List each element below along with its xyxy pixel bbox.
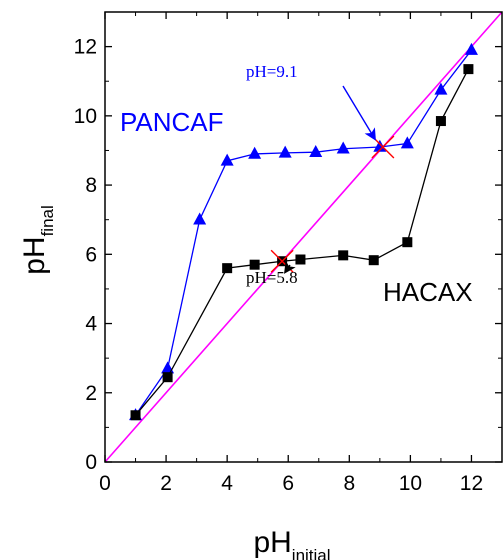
data-point-hacax-8 — [402, 237, 413, 248]
data-point-pancaf-1 — [161, 361, 175, 374]
data-point-hacax-5 — [295, 254, 306, 265]
annotation-ph-5-8: pH=5.8 — [246, 268, 298, 287]
x-axis-label-main: pH — [253, 526, 291, 559]
data-point-pancaf-6 — [309, 144, 323, 157]
y-axis-label-main: pH — [18, 236, 51, 274]
reference-line-y-equals-x — [104, 11, 503, 463]
x-tick-label-12: 12 — [460, 472, 483, 495]
x-tick-label-2: 2 — [160, 472, 172, 495]
series-line-pancaf — [135, 49, 472, 416]
y-tick-label-0: 0 — [85, 451, 97, 474]
data-point-pancaf-9 — [400, 136, 414, 149]
y-tick-label-6: 6 — [85, 243, 97, 266]
data-point-pancaf-2 — [193, 212, 207, 225]
data-point-pancaf-10 — [434, 82, 448, 95]
data-point-pancaf-4 — [248, 146, 262, 159]
data-point-pancaf-3 — [220, 153, 234, 166]
y-tick-label-8: 8 — [85, 174, 97, 197]
data-point-pancaf-11 — [464, 42, 478, 55]
data-point-hacax-9 — [435, 116, 446, 127]
y-tick-label-10: 10 — [74, 105, 97, 128]
series-label-hacax: HACAX — [383, 277, 473, 307]
intersection-cross-0-b — [371, 135, 395, 159]
x-tick-label-0: 0 — [99, 472, 111, 495]
data-point-pancaf-8 — [373, 139, 387, 152]
x-tick-label-4: 4 — [221, 472, 233, 495]
annotation-ph-9-1: pH=9.1 — [246, 62, 298, 81]
annotation-arrow-ph-9-1 — [342, 85, 376, 141]
data-point-hacax-0 — [130, 410, 141, 421]
data-point-hacax-10 — [463, 64, 474, 75]
data-point-hacax-2 — [222, 263, 233, 274]
y-tick-label-12: 12 — [74, 36, 97, 59]
plot-frame — [104, 11, 503, 463]
x-axis-label-subscript: initial — [292, 546, 331, 560]
y-tick-label-2: 2 — [85, 382, 97, 405]
data-point-hacax-6 — [338, 250, 349, 261]
x-tick-label-8: 8 — [343, 472, 355, 495]
plot-area: 0 2 4 6 8 10 12 0 2 4 6 8 10 12 — [74, 11, 503, 495]
intersection-cross-1-b — [270, 249, 294, 273]
y-axis-label: pHfinal — [18, 205, 57, 275]
series-label-pancaf: PANCAF — [120, 107, 224, 137]
data-point-pancaf-7 — [336, 141, 350, 154]
x-tick-label-10: 10 — [399, 472, 422, 495]
data-point-pancaf-5 — [278, 145, 292, 158]
data-point-hacax-1 — [162, 372, 173, 383]
data-point-hacax-3 — [249, 259, 260, 270]
annotation-arrow-ph-5-8 — [284, 260, 296, 274]
data-point-hacax-7 — [368, 255, 379, 266]
y-tick-label-4: 4 — [85, 313, 97, 336]
x-axis-label: pHinitial — [253, 526, 330, 560]
y-axis-label-subscript: final — [38, 205, 57, 236]
x-tick-label-6: 6 — [282, 472, 294, 495]
